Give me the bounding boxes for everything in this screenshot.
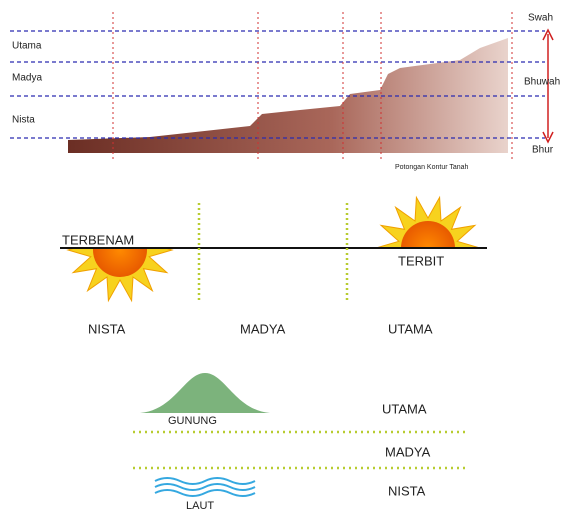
zone-label: MADYA [240,321,286,336]
level-label: Nista [12,115,35,126]
realm-label: Swah [528,13,553,24]
sea-label: LAUT [186,500,214,512]
sun-disc [401,221,455,248]
zone-label: NISTA [88,321,126,336]
zone-dividers [133,430,466,470]
level-label: Utama [12,41,42,52]
vertical-arrow [542,28,554,144]
zone-label: NISTA [388,483,426,498]
zone-label: UTAMA [382,401,427,416]
sunset-sun [66,248,174,303]
zone-dividers [197,203,349,300]
level-lines [10,30,545,139]
zone-label: UTAMA [388,321,433,336]
zone-label: MADYA [385,444,431,459]
contour-profile [68,38,508,153]
sunset-label: TERBENAM [62,232,134,247]
realm-label: Bhur [532,145,554,156]
caption: Potongan Kontur Tanah [395,164,469,171]
mountain-label: GUNUNG [168,415,217,427]
sunrise-sun [374,195,482,248]
sea-waves [154,477,256,497]
level-label: Madya [12,73,42,84]
realm-label: Bhuwah [524,77,560,88]
mountain [140,373,270,413]
sunrise-label: TERBIT [398,253,444,268]
sun-disc [93,248,147,277]
